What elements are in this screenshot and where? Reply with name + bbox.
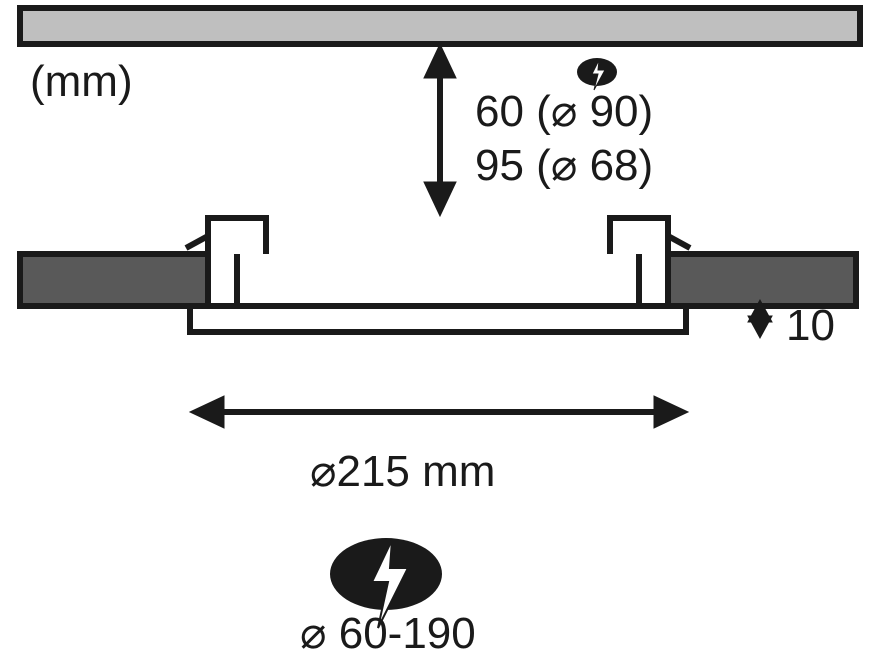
dimension-diagram: (mm) 60 (⌀ 90) 95 (⌀ 68) [0,0,884,669]
clearance-arrow [424,44,456,216]
thickness-label: 10 [786,301,835,350]
electrical-outlet-icon-small [577,58,617,90]
clearance-line-1: 60 (⌀ 90) [475,87,653,136]
depth-2: 95 [475,141,524,190]
diameter-label: ⌀215 mm [310,447,495,496]
ceiling-bar [20,8,860,44]
mounting-cross-section [20,218,856,332]
depth-1: 60 [475,87,524,136]
diameter-arrow [190,396,688,428]
unit-label: (mm) [30,57,133,106]
outlet-range-label: ⌀ 60-190 [300,609,476,658]
clearance-line-2: 95 (⌀ 68) [475,141,653,190]
